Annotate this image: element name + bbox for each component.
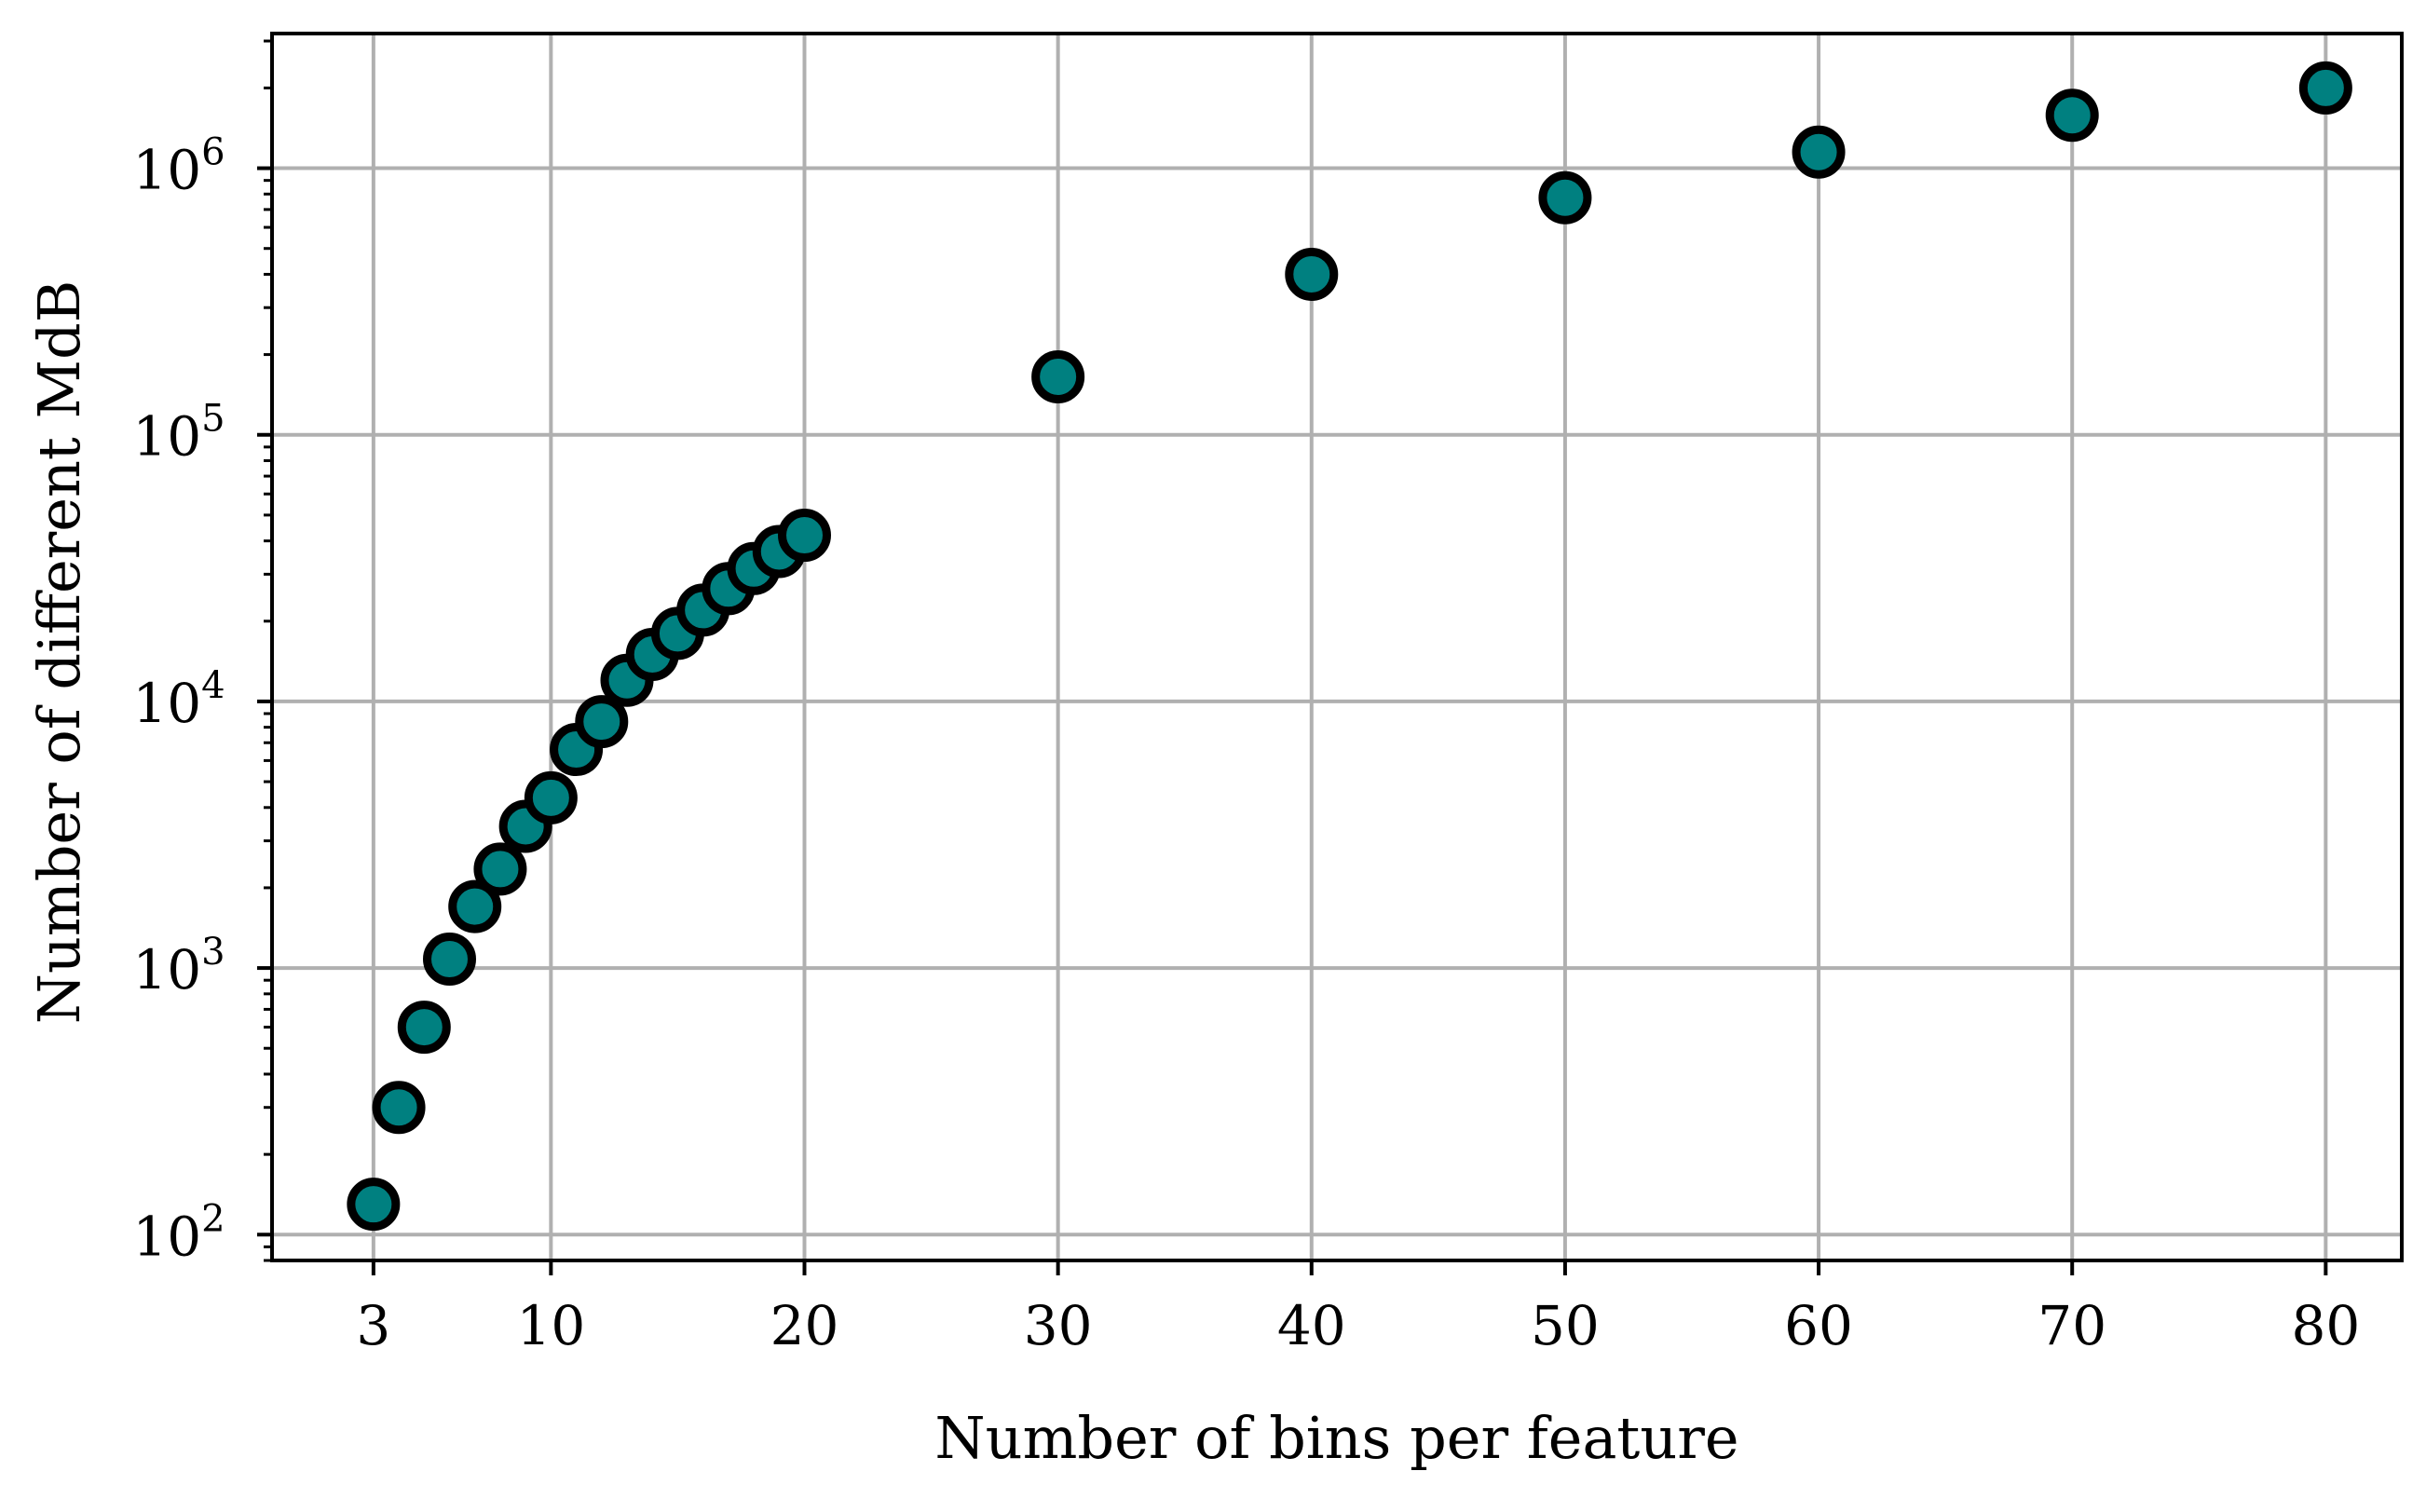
y-axis-label: Number of different MdB	[25, 280, 93, 1025]
data-point	[2045, 89, 2099, 143]
data-point	[473, 842, 527, 896]
x-axis-label: Number of bins per feature	[934, 1404, 1738, 1472]
x-tick-label: 20	[770, 1294, 839, 1357]
data-point	[2298, 61, 2352, 115]
data-point	[1792, 125, 1846, 179]
data-point	[397, 1001, 451, 1055]
data-point	[524, 770, 578, 824]
x-tick-label: 80	[2291, 1294, 2360, 1357]
x-tick-label: 10	[516, 1294, 585, 1357]
data-point	[1285, 247, 1339, 301]
x-tick-label: 50	[1531, 1294, 1600, 1357]
data-point	[347, 1178, 401, 1232]
data-points	[347, 61, 2352, 1232]
x-tick-label: 70	[2038, 1294, 2106, 1357]
data-point	[575, 695, 629, 749]
data-point	[448, 879, 502, 933]
x-tick-label: 40	[1277, 1294, 1346, 1357]
data-point	[778, 509, 831, 563]
y-axis-ticks: 102 103 104 105 106	[132, 39, 272, 1268]
y-tick-label: 104	[132, 664, 225, 735]
x-axis-ticks: 3 10 20 30 40 50 60 70 80	[356, 1260, 2360, 1357]
data-point	[423, 933, 476, 987]
plot-frame	[270, 32, 2404, 1262]
x-tick-label: 3	[356, 1294, 390, 1357]
y-tick-label: 103	[132, 931, 225, 1001]
grid	[272, 34, 2402, 1260]
y-tick-label: 106	[132, 131, 225, 202]
y-tick-label: 102	[132, 1197, 225, 1268]
x-tick-label: 60	[1784, 1294, 1853, 1357]
data-point	[372, 1081, 426, 1135]
data-point	[1538, 170, 1592, 225]
data-point	[1031, 349, 1085, 403]
y-tick-label: 105	[132, 398, 225, 469]
x-tick-label: 30	[1024, 1294, 1093, 1357]
